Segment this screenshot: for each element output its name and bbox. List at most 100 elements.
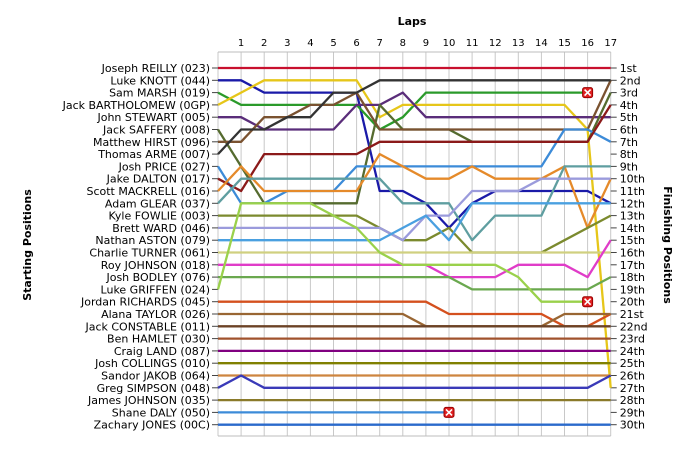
- starting-driver-label: Josh PRICE (027): [118, 160, 210, 173]
- starting-driver-label: Josh COLLINGS (010): [94, 357, 210, 370]
- starting-driver-label: Nathan ASTON (079): [95, 234, 210, 247]
- driver-position-line: [217, 165, 611, 242]
- driver-position-line: [218, 79, 612, 230]
- finishing-position-label: 11th: [620, 185, 645, 198]
- starting-driver-label: Zachary JONES (00C): [94, 419, 210, 432]
- retired-marker: [582, 296, 594, 308]
- driver-position-line: [218, 300, 612, 328]
- finishing-position-label: 2nd: [620, 74, 641, 87]
- driver-position-line: [217, 152, 612, 230]
- finishing-position-label: 14th: [620, 222, 645, 235]
- finishing-position-labels: 1st2nd3rd4th5th6th7th8th9th10th11th12th1…: [620, 62, 648, 432]
- finishing-position-label: 10th: [620, 173, 645, 186]
- starting-driver-label: Matthew HIRST (096): [93, 136, 210, 149]
- starting-driver-label: Thomas ARME (007): [97, 148, 210, 161]
- lap-tick-label: 2: [261, 38, 267, 49]
- finishing-position-label: 1st: [620, 62, 638, 75]
- finishing-position-label: 22nd: [620, 320, 648, 333]
- driver-position-line: [217, 79, 611, 155]
- lap-tick-label: 16: [581, 38, 594, 49]
- finishing-position-label: 15th: [620, 234, 645, 247]
- y-left-axis-title: Starting Positions: [21, 189, 34, 301]
- finishing-position-label: 4th: [620, 99, 638, 112]
- starting-driver-label: Ben HAMLET (030): [107, 333, 210, 346]
- starting-driver-label: Jack SAFFERY (008): [102, 124, 210, 137]
- starting-driver-label: Joseph REILLY (023): [101, 62, 210, 75]
- driver-position-line: [218, 202, 611, 242]
- finishing-position-label: 5th: [620, 111, 638, 124]
- lap-tick-label: 9: [423, 38, 429, 49]
- lap-tick-label: 6: [353, 38, 359, 49]
- finishing-position-label: 25th: [620, 357, 645, 370]
- starting-driver-label: John STEWART (005): [96, 111, 210, 124]
- starting-driver-label: Shane DALY (050): [112, 406, 210, 419]
- finishing-position-label: 9th: [620, 160, 638, 173]
- plot-background: [215, 56, 608, 438]
- finishing-position-label: 29th: [620, 406, 645, 419]
- starting-driver-label: Roy JOHNSON (018): [101, 259, 210, 272]
- grid: [212, 51, 617, 437]
- driver-position-line: [218, 312, 611, 328]
- lap-tick-label: 4: [307, 38, 313, 49]
- lap-tick-label: 10: [443, 38, 456, 49]
- lap-tick-label: 15: [558, 38, 571, 49]
- finishing-position-label: 28th: [620, 394, 645, 407]
- driver-position-line: [218, 275, 612, 291]
- finishing-position-label: 27th: [620, 382, 645, 395]
- starting-driver-label: Jake DALTON (017): [106, 173, 210, 186]
- driver-position-line: [218, 79, 612, 143]
- starting-position-labels: Joseph REILLY (023)Luke KNOTT (044)Sam M…: [62, 62, 210, 432]
- finishing-position-label: 30th: [620, 419, 645, 432]
- finishing-position-label: 12th: [620, 197, 645, 210]
- finishing-position-label: 26th: [620, 370, 645, 383]
- retired-marker: [582, 87, 594, 99]
- starting-driver-label: Adam GLEAR (037): [105, 197, 210, 210]
- retirement-markers: [443, 87, 594, 418]
- starting-driver-label: Luke KNOTT (044): [110, 74, 210, 87]
- finishing-position-label: 20th: [620, 296, 645, 309]
- lap-tick-label: 5: [330, 38, 336, 49]
- starting-driver-label: Charlie TURNER (061): [89, 247, 210, 260]
- lap-tick-label: 11: [466, 38, 479, 49]
- starting-driver-label: Alana TAYLOR (026): [101, 308, 210, 321]
- finishing-position-label: 21st: [620, 308, 645, 321]
- retired-marker: [443, 406, 455, 418]
- driver-position-line: [216, 202, 588, 303]
- driver-position-line: [217, 104, 612, 193]
- finishing-position-label: 19th: [620, 283, 645, 296]
- y-right-axis-title: Finishing Positions: [661, 186, 674, 304]
- finishing-position-label: 18th: [620, 271, 645, 284]
- starting-driver-label: Jordan RICHARDS (045): [80, 296, 210, 309]
- lap-tick-label: 1: [238, 38, 244, 49]
- lap-tick-label: 7: [377, 38, 383, 49]
- driver-position-line: [217, 91, 588, 131]
- finishing-position-label: 6th: [620, 124, 638, 137]
- starting-driver-label: Josh BODLEY (076): [105, 271, 210, 284]
- finishing-position-label: 3rd: [620, 87, 638, 100]
- driver-position-line: [218, 177, 611, 242]
- driver-position-line: [217, 374, 612, 389]
- starting-driver-label: James JOHNSON (035): [87, 394, 210, 407]
- starting-driver-label: Jack BARTHOLOMEW (0GP): [62, 99, 210, 112]
- starting-driver-label: Craig LAND (087): [114, 345, 210, 358]
- driver-position-line: [218, 91, 611, 131]
- starting-driver-label: Jack CONSTABLE (011): [84, 320, 210, 333]
- driver-position-line: [217, 128, 612, 205]
- lap-tick-label: 14: [535, 38, 548, 49]
- starting-driver-label: Greg SIMPSON (048): [97, 382, 210, 395]
- finishing-position-label: 13th: [620, 210, 645, 223]
- starting-driver-label: Brett WARD (046): [112, 222, 210, 235]
- lap-tick-label: 3: [284, 38, 290, 49]
- starting-driver-label: Sandor JAKOB (064): [101, 370, 210, 383]
- finishing-position-label: 8th: [620, 148, 638, 161]
- finishing-position-label: 16th: [620, 247, 645, 260]
- x-axis-title: Laps: [398, 15, 427, 28]
- lap-tick-labels: 1 2 3 4 5 6 7 8 9 10 11 12 13 14 15 16 17: [238, 38, 617, 49]
- starting-driver-label: Scott MACKRELL (016): [86, 185, 210, 198]
- finishing-position-label: 7th: [620, 136, 638, 149]
- starting-driver-label: Luke GRIFFEN (024): [101, 283, 210, 296]
- driver-position-line: [218, 214, 612, 254]
- position-lines: [216, 66, 612, 426]
- lap-tick-label: 12: [489, 38, 502, 49]
